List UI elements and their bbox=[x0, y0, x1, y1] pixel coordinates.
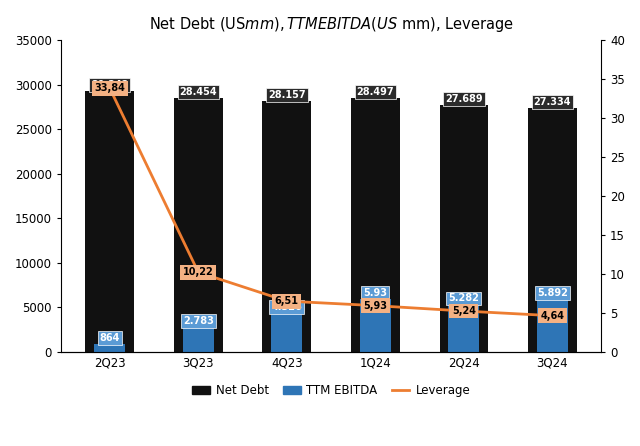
Title: Net Debt (US$ mm), TTM EBITDA (US$ mm), Leverage: Net Debt (US$ mm), TTM EBITDA (US$ mm), … bbox=[148, 15, 513, 34]
Leverage bbox=[548, 313, 556, 318]
Text: 6,51: 6,51 bbox=[275, 296, 299, 306]
Text: 5.93: 5.93 bbox=[364, 288, 387, 297]
Bar bbox=[94, 344, 125, 352]
Bar bbox=[360, 299, 391, 352]
Bar bbox=[262, 101, 311, 352]
Text: 27.334: 27.334 bbox=[534, 97, 571, 107]
Leverage bbox=[195, 269, 202, 275]
Leverage bbox=[283, 298, 291, 304]
Bar bbox=[449, 305, 479, 352]
Text: 4.326: 4.326 bbox=[271, 302, 302, 312]
Text: 28.454: 28.454 bbox=[179, 87, 217, 97]
Bar bbox=[528, 108, 577, 352]
Bar bbox=[271, 314, 302, 352]
Text: 10,22: 10,22 bbox=[183, 267, 214, 277]
Text: 4,64: 4,64 bbox=[540, 311, 564, 321]
Bar bbox=[537, 299, 568, 352]
Text: 864: 864 bbox=[100, 333, 120, 343]
Bar bbox=[351, 98, 399, 352]
Text: 27.689: 27.689 bbox=[445, 94, 483, 104]
Text: 5.892: 5.892 bbox=[537, 288, 568, 298]
Text: 29.242: 29.242 bbox=[91, 80, 129, 90]
Leverage bbox=[371, 303, 379, 308]
Text: 5,24: 5,24 bbox=[452, 306, 476, 316]
Text: 2.783: 2.783 bbox=[183, 316, 214, 326]
Bar bbox=[174, 99, 223, 352]
Text: 5.282: 5.282 bbox=[449, 293, 479, 303]
Text: 28.497: 28.497 bbox=[356, 87, 394, 97]
Bar bbox=[183, 327, 214, 352]
Leverage bbox=[460, 308, 468, 314]
Text: 33,84: 33,84 bbox=[94, 83, 125, 93]
Line: Leverage: Leverage bbox=[109, 88, 552, 316]
Text: 28.157: 28.157 bbox=[268, 90, 306, 100]
Bar bbox=[85, 91, 134, 352]
Text: 5,93: 5,93 bbox=[364, 301, 387, 310]
Legend: Net Debt, TTM EBITDA, Leverage: Net Debt, TTM EBITDA, Leverage bbox=[188, 380, 475, 402]
Bar bbox=[440, 105, 488, 352]
Leverage bbox=[106, 86, 113, 91]
